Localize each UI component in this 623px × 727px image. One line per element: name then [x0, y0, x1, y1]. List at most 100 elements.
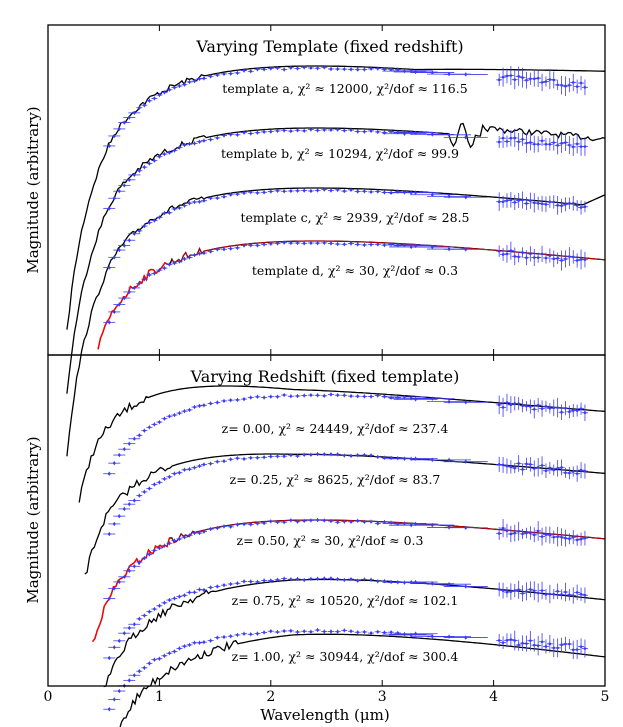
data-point — [544, 142, 548, 146]
data-point — [501, 406, 505, 409]
data-point — [540, 407, 544, 410]
data-point — [138, 494, 141, 497]
data-point — [229, 457, 232, 461]
data-point — [138, 106, 141, 110]
data-point — [229, 582, 232, 586]
data-point — [309, 189, 313, 193]
data-point — [548, 78, 552, 81]
data-point — [236, 133, 239, 137]
data-point — [369, 454, 373, 457]
x-tick-label-2: 2 — [266, 689, 275, 705]
data-point — [356, 519, 359, 523]
data-point — [536, 142, 540, 146]
data-point — [236, 398, 239, 402]
data-point — [183, 644, 186, 648]
data-point — [316, 189, 319, 192]
model-curve-z-0-50-best-fit — [92, 537, 171, 643]
annotation-z-0-00: z= 0.00, χ² ≈ 24449, χ²/dof ≈ 237.4 — [222, 421, 449, 436]
data-point — [329, 189, 333, 192]
data-point — [322, 66, 326, 69]
data-point — [198, 464, 201, 468]
data-point — [556, 466, 559, 470]
data-point — [343, 393, 346, 397]
data-point — [414, 580, 417, 584]
data-point — [552, 200, 556, 204]
data-point — [289, 189, 293, 193]
data-point — [536, 466, 540, 469]
data-point — [249, 632, 253, 636]
data-point — [178, 595, 181, 598]
data-point — [269, 455, 273, 458]
data-point — [322, 630, 326, 633]
data-point — [583, 469, 587, 473]
data-point — [556, 257, 559, 260]
data-point — [296, 128, 299, 132]
data-point — [363, 190, 366, 193]
data-point — [329, 242, 333, 245]
y-axis-label-bottom: Magnitude (arbitrary) — [24, 436, 42, 603]
photometry-template-a — [103, 65, 588, 148]
data-point — [202, 640, 206, 644]
data-point — [376, 394, 380, 397]
data-point — [178, 260, 181, 263]
data-point — [107, 266, 111, 269]
data-point — [583, 536, 587, 540]
data-point — [560, 410, 563, 414]
data-point — [163, 211, 166, 215]
data-point — [505, 638, 509, 642]
data-point — [117, 189, 121, 193]
data-point — [128, 178, 131, 182]
data-point — [123, 631, 126, 635]
data-point — [262, 68, 266, 71]
data-point — [123, 447, 126, 451]
data-point — [548, 466, 552, 470]
data-point — [143, 490, 146, 494]
annotation-template-b: template b, χ² ≈ 10294, χ²/dof ≈ 99.9 — [221, 146, 459, 161]
data-point — [363, 630, 366, 634]
data-point — [202, 77, 206, 80]
data-point — [464, 526, 468, 530]
data-point — [222, 635, 226, 639]
data-point — [138, 169, 141, 173]
data-point — [209, 586, 212, 589]
data-point — [229, 133, 232, 136]
data-point — [525, 590, 528, 593]
data-point — [309, 393, 313, 397]
data-point — [262, 631, 266, 634]
data-point — [276, 395, 279, 398]
data-point — [376, 243, 380, 246]
data-point — [356, 630, 359, 634]
data-point — [336, 630, 339, 633]
data-point — [431, 397, 434, 400]
data-point — [249, 190, 253, 194]
data-point — [322, 452, 326, 456]
data-point — [497, 140, 501, 144]
data-point — [376, 630, 380, 634]
data-point — [571, 255, 575, 259]
data-point — [560, 83, 563, 87]
data-point — [133, 232, 136, 236]
data-point — [497, 639, 501, 642]
data-point — [143, 614, 146, 617]
data-point — [568, 410, 571, 414]
data-point — [282, 629, 286, 633]
data-point — [269, 67, 273, 70]
data-point — [209, 75, 212, 78]
redshift-curves — [78, 385, 606, 727]
data-point — [316, 393, 319, 397]
data-point — [536, 76, 540, 80]
data-point — [143, 103, 146, 107]
data-point — [236, 633, 239, 637]
data-point — [282, 454, 286, 458]
panel-template: Varying Template (fixed redshift) templa… — [47, 24, 606, 457]
data-point — [269, 190, 273, 193]
data-point — [560, 142, 563, 145]
data-point — [158, 481, 161, 484]
data-point — [525, 78, 528, 82]
data-point — [158, 216, 161, 219]
data-point — [202, 588, 206, 592]
data-point — [316, 241, 319, 245]
data-point — [143, 666, 146, 670]
data-point — [521, 404, 524, 408]
data-point — [583, 145, 587, 148]
